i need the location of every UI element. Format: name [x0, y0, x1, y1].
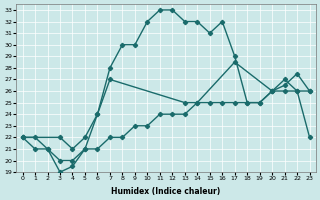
X-axis label: Humidex (Indice chaleur): Humidex (Indice chaleur)	[111, 187, 221, 196]
